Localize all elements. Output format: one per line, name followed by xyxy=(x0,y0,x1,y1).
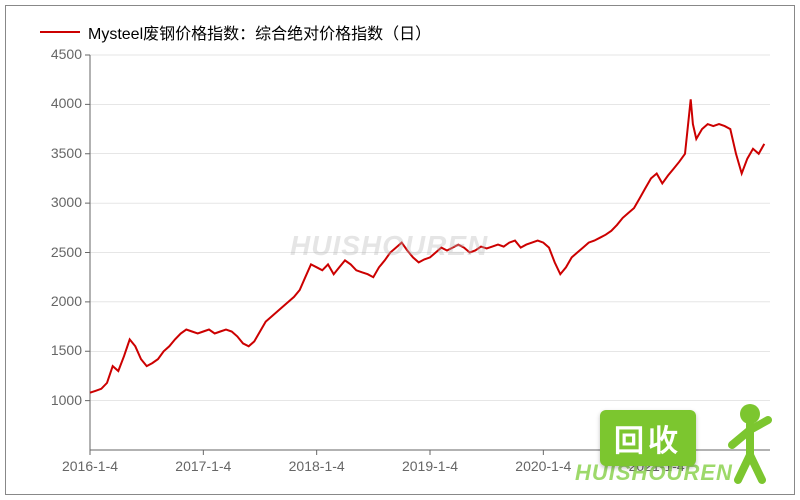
watermark-center: HUISHOUREN xyxy=(290,230,488,262)
person-icon xyxy=(720,400,780,485)
x-tick-label: 2017-1-4 xyxy=(175,458,231,474)
y-tick-label: 2500 xyxy=(32,244,82,260)
x-tick-label: 2018-1-4 xyxy=(289,458,345,474)
y-tick-label: 1500 xyxy=(32,342,82,358)
y-tick-label: 2000 xyxy=(32,293,82,309)
y-tick-label: 4500 xyxy=(32,46,82,62)
badge-recycle: 回收 xyxy=(600,410,696,466)
x-tick-label: 2019-1-4 xyxy=(402,458,458,474)
x-tick-label: 2016-1-4 xyxy=(62,458,118,474)
y-tick-label: 1000 xyxy=(32,392,82,408)
y-tick-label: 4000 xyxy=(32,95,82,111)
y-tick-label: 3000 xyxy=(32,194,82,210)
y-tick-label: 3500 xyxy=(32,145,82,161)
x-tick-label: 2020-1-4 xyxy=(515,458,571,474)
